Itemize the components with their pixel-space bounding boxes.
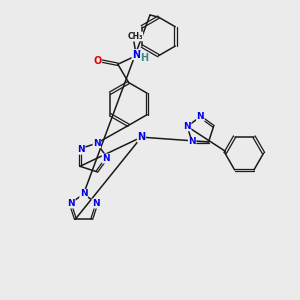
Text: N: N	[132, 50, 140, 60]
Text: N: N	[137, 132, 146, 142]
Text: N: N	[80, 189, 87, 198]
Text: N: N	[102, 154, 110, 163]
Text: H: H	[141, 53, 149, 63]
Text: N: N	[77, 145, 85, 154]
Text: N: N	[93, 139, 100, 148]
Text: N: N	[183, 122, 191, 131]
Text: CH₃: CH₃	[127, 32, 143, 41]
Text: O: O	[93, 56, 102, 66]
Text: N: N	[196, 112, 204, 121]
Text: N: N	[68, 199, 75, 208]
Text: N: N	[92, 199, 100, 208]
Text: N: N	[188, 137, 196, 146]
